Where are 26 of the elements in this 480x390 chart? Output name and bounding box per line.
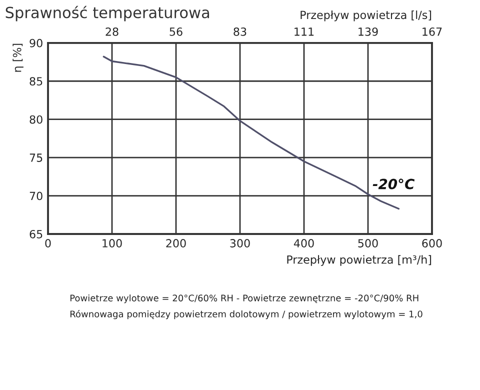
y-tick-label: 65 (30, 230, 42, 238)
x2-tick-label: 167 (422, 27, 442, 36)
text: Powietrze wylotowe = 20°C/60% RH - Powietrze zewnętrzne = -20°C/90% RH (70, 294, 418, 304)
x-tick-label: 200 (166, 239, 186, 248)
x-tick-label: 400 (294, 239, 314, 248)
y-tick-label: 80 (30, 115, 42, 124)
y-tick-label: 85 (30, 77, 42, 86)
x2-tick-label: 83 (234, 27, 246, 36)
y-tick-label: 75 (30, 154, 42, 162)
text: Równowaga pomiędzy powietrzem dolotowym / powietrzem wylotowym = 1,0 (70, 310, 422, 320)
x-axis-title: Przepływ powietrza [m³/h] (287, 255, 432, 266)
y-tick-label: 90 (30, 38, 42, 48)
x2-axis-title: Przepływ powietrza [l/s] (300, 10, 432, 22)
series-label: -20°C (372, 178, 415, 190)
y-tick-label: 70 (30, 192, 42, 200)
y-axis-title: η [%] (12, 44, 24, 72)
x-tick-label: 0 (45, 239, 51, 248)
x-tick-label: 600 (422, 239, 442, 248)
x-tick-label: 100 (102, 239, 122, 248)
x2-tick-label: 139 (358, 27, 378, 36)
x2-tick-label: 28 (106, 27, 118, 36)
x2-tick-label: 56 (170, 27, 182, 36)
x2-tick-label: 111 (294, 28, 314, 36)
chart-title: Sprawność temperaturowa (6, 6, 210, 22)
x-tick-label: 300 (230, 239, 250, 248)
x-tick-label: 500 (358, 239, 378, 248)
